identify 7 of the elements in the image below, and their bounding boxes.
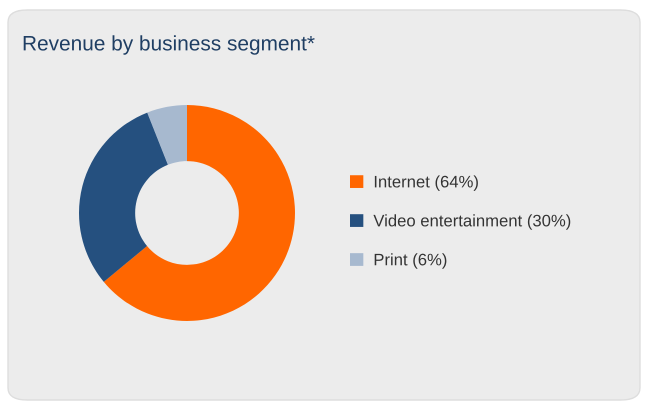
legend-label: Internet (64%) xyxy=(374,175,478,191)
chart-title: Revenue by business segment* xyxy=(24,35,315,55)
legend-label: Print (6%) xyxy=(374,253,446,269)
legend-label: Video entertainment (30%) xyxy=(373,214,570,230)
donut-slice xyxy=(104,105,295,321)
donut-slice xyxy=(147,105,187,165)
donut-slice xyxy=(79,112,168,282)
